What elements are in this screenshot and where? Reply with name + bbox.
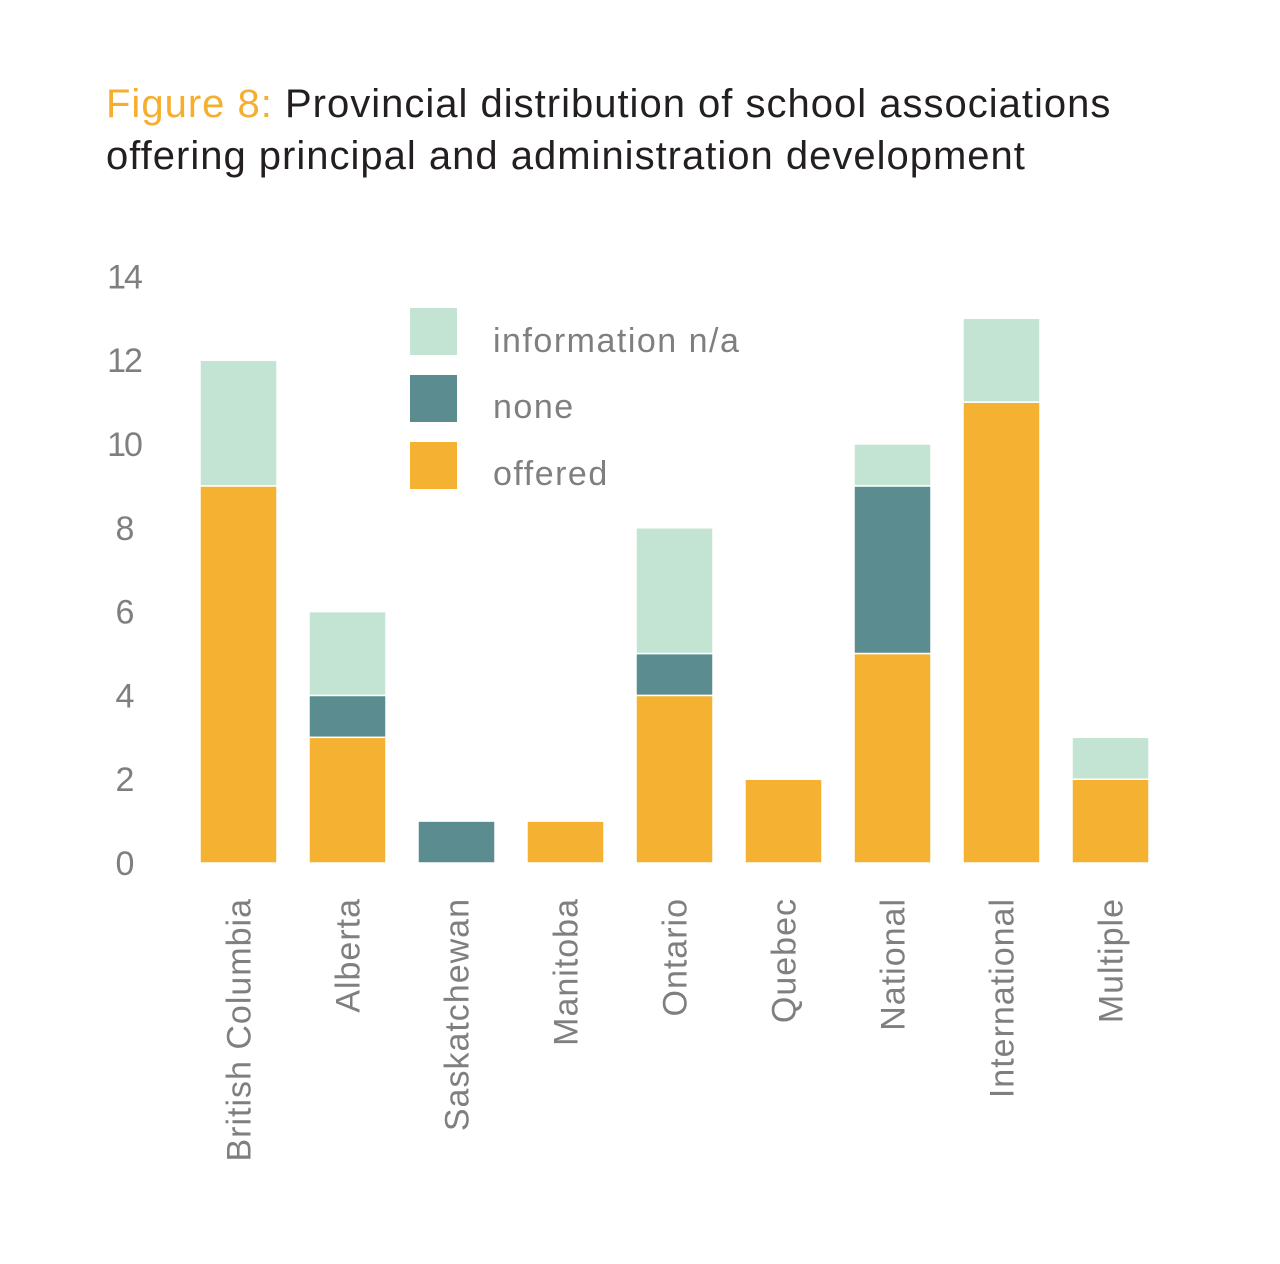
- y-tick-label: 8: [116, 510, 134, 548]
- bar-segment-offered: [199, 485, 278, 864]
- x-tick-label: Saskatchewan: [439, 898, 477, 1131]
- x-axis: British Columbia Alberta Saskatchewan Manit…: [221, 898, 1131, 1162]
- bar-segment-information-n-a: [1071, 736, 1150, 780]
- y-tick-label: 14: [107, 258, 142, 296]
- legend-swatch: [410, 442, 457, 489]
- bar-segment-information-n-a: [853, 443, 932, 487]
- x-tick-label: British Columbia: [221, 898, 259, 1162]
- bar-segment-offered: [962, 401, 1041, 864]
- legend-label: offered: [493, 455, 609, 493]
- legend-label: none: [493, 388, 575, 426]
- chart-title: Figure 8: Provincial distribution of sch…: [106, 78, 1206, 182]
- legend-label: information n/a: [493, 322, 740, 360]
- y-tick-label: 0: [116, 845, 134, 883]
- bar-segment-offered: [853, 652, 932, 864]
- figure-label: Figure 8:: [106, 82, 273, 126]
- x-tick-label: Ontario: [657, 898, 695, 1017]
- x-tick-label: National: [875, 898, 913, 1031]
- bar-segment-information-n-a: [962, 317, 1041, 403]
- x-tick-label: Quebec: [766, 898, 804, 1023]
- bar-segment-information-n-a: [308, 610, 387, 697]
- y-tick-label: 4: [116, 677, 134, 715]
- bar-segment-information-n-a: [199, 359, 278, 487]
- bars: [199, 317, 1150, 864]
- x-tick-label: Alberta: [330, 898, 368, 1013]
- bar-segment-offered: [526, 820, 605, 864]
- x-tick-label: International: [984, 898, 1022, 1098]
- y-axis: 0 2 4 6 8 10 12 14: [107, 258, 144, 883]
- bar-segment-offered: [308, 736, 387, 864]
- bar-segment-information-n-a: [635, 527, 714, 655]
- y-tick-label: 10: [107, 426, 142, 464]
- legend-swatch: [410, 375, 457, 422]
- bar-segment-offered: [635, 694, 714, 864]
- y-tick-label: 6: [116, 594, 134, 632]
- bar-segment-none: [308, 694, 387, 739]
- y-tick-label: 12: [107, 342, 142, 380]
- bar-segment-none: [853, 485, 932, 655]
- x-tick-label: Manitoba: [548, 898, 586, 1046]
- bar-segment-offered: [744, 778, 823, 864]
- bar-segment-none: [417, 820, 496, 864]
- y-tick-label: 2: [116, 761, 134, 799]
- title-text: Provincial distribution of school associ…: [106, 82, 1112, 178]
- bar-segment-offered: [1071, 778, 1150, 864]
- x-tick-label: Multiple: [1093, 898, 1131, 1023]
- bar-segment-none: [635, 652, 714, 697]
- legend-swatch: [410, 308, 457, 355]
- legend: information n/a none offered: [410, 308, 740, 493]
